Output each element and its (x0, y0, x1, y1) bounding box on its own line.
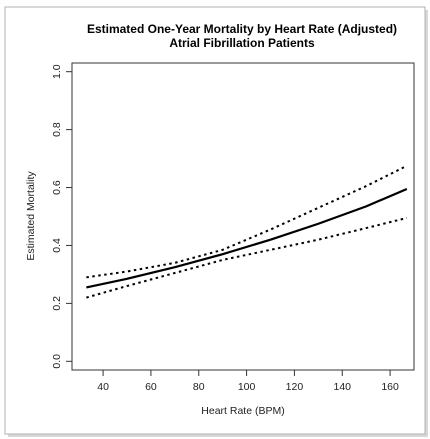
y-tick-label: 0.0 (51, 354, 63, 369)
y-tick-label: 1.0 (51, 64, 63, 79)
chart-title-line-2: Atrial Fibrillation Patients (169, 36, 315, 50)
y-tick-label: 0.2 (51, 296, 63, 311)
estimate-line (86, 187, 408, 289)
y-axis: 0.0 0.2 0.4 0.6 0.8 1.0 (51, 64, 72, 369)
x-tick-label: 80 (193, 381, 205, 393)
x-tick-label: 100 (238, 381, 256, 393)
x-axis: 40 60 80 100 120 140 160 (97, 370, 399, 393)
frame (4, 6, 426, 435)
x-tick-label: 60 (145, 381, 157, 393)
y-tick-label: 0.6 (51, 180, 63, 195)
chart-title-line-1: Estimated One-Year Mortality by Heart Ra… (87, 22, 397, 36)
x-axis-label: Heart Rate (BPM) (201, 405, 284, 417)
series-layer (86, 164, 408, 299)
upper-ci-line (86, 164, 408, 279)
y-axis-label: Estimated Mortality (25, 171, 37, 261)
y-tick-label: 0.8 (51, 122, 63, 137)
y-tick-label: 0.4 (51, 238, 63, 253)
x-tick-label: 120 (286, 381, 304, 393)
x-tick-label: 140 (333, 381, 351, 393)
x-tick-label: 160 (381, 381, 399, 393)
x-tick-label: 40 (97, 381, 109, 393)
plot-box (71, 62, 415, 371)
